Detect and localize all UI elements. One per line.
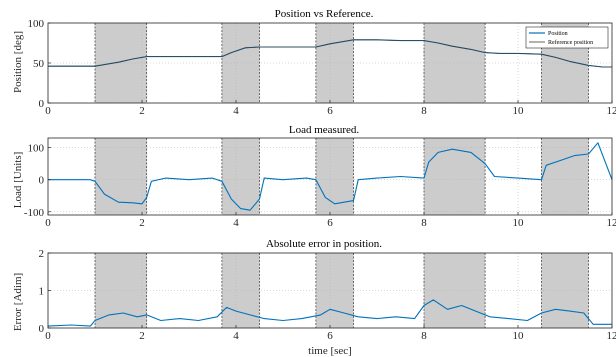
error-shaded-interval: [541, 253, 589, 328]
error-xtick-label: 2: [139, 330, 145, 342]
error-xtick-label: 6: [327, 330, 333, 342]
legend-label-reference: Reference position: [548, 39, 593, 46]
load-shaded-interval: [541, 138, 589, 215]
load-xtick-label: 12: [607, 217, 616, 229]
error-shaded-interval: [424, 253, 486, 328]
position-shaded-interval: [424, 23, 486, 103]
error-panel: Absolute error in position. Error [Adim]…: [12, 238, 616, 357]
load-xtick-label: 0: [45, 217, 51, 229]
error-xtick-label: 0: [45, 330, 51, 342]
load-panel: Load measured. Load [Units] 0 2 4 6 8 10 12 -10…: [12, 124, 616, 229]
load-xtick-label: 10: [513, 217, 525, 229]
position-shaded-interval: [315, 23, 354, 103]
load-shaded-interval: [424, 138, 486, 215]
error-ytick-label: 1: [39, 286, 45, 298]
position-legend: Position Reference position: [525, 26, 609, 49]
load-series-line: [48, 142, 613, 211]
error-xlabel: time [sec]: [308, 345, 352, 357]
position-xtick-label: 2: [139, 105, 145, 117]
load-shaded-interval: [221, 138, 260, 215]
load-ylabel: Load [Units]: [12, 152, 24, 209]
position-ylabel: Position [deg]: [12, 31, 24, 93]
legend-label-position: Position: [548, 31, 568, 37]
error-xtick-label: 10: [513, 330, 525, 342]
error-ytick-label: 2: [39, 248, 45, 260]
error-series-line: [47, 299, 612, 327]
load-xtick-label: 6: [327, 217, 333, 229]
error-ylabel: Error [Adim]: [12, 273, 24, 331]
error-xtick-label: 12: [607, 330, 616, 342]
load-xtick-label: 4: [233, 217, 239, 229]
position-panel: Position vs Reference. Position [deg] 0 2…: [12, 8, 616, 117]
position-ytick-label: 50: [33, 58, 45, 70]
position-xtick-label: 0: [45, 105, 51, 117]
load-ytick-label: -100: [24, 207, 45, 219]
error-xtick-label: 8: [421, 330, 427, 342]
load-xtick-label: 2: [139, 217, 145, 229]
load-xtick-label: 8: [421, 217, 427, 229]
error-xtick-label: 4: [233, 330, 239, 342]
load-ytick-label: 100: [28, 143, 45, 155]
error-shaded-interval: [315, 253, 354, 328]
load-title: Load measured.: [289, 124, 359, 136]
position-title: Position vs Reference.: [275, 8, 374, 20]
position-xtick-label: 6: [327, 105, 333, 117]
position-series-line-reference-position: [48, 39, 612, 68]
position-xtick-label: 8: [421, 105, 427, 117]
load-ytick-label: 0: [39, 175, 45, 187]
position-xtick-label: 10: [513, 105, 525, 117]
error-title: Absolute error in position.: [266, 238, 382, 250]
error-ytick-label: 0: [39, 323, 45, 335]
position-xtick-label: 12: [607, 105, 616, 117]
legend-box: [525, 26, 609, 49]
position-ytick-label: 0: [39, 98, 45, 110]
position-xtick-label: 4: [233, 105, 239, 117]
position-ytick-label: 100: [28, 18, 45, 30]
